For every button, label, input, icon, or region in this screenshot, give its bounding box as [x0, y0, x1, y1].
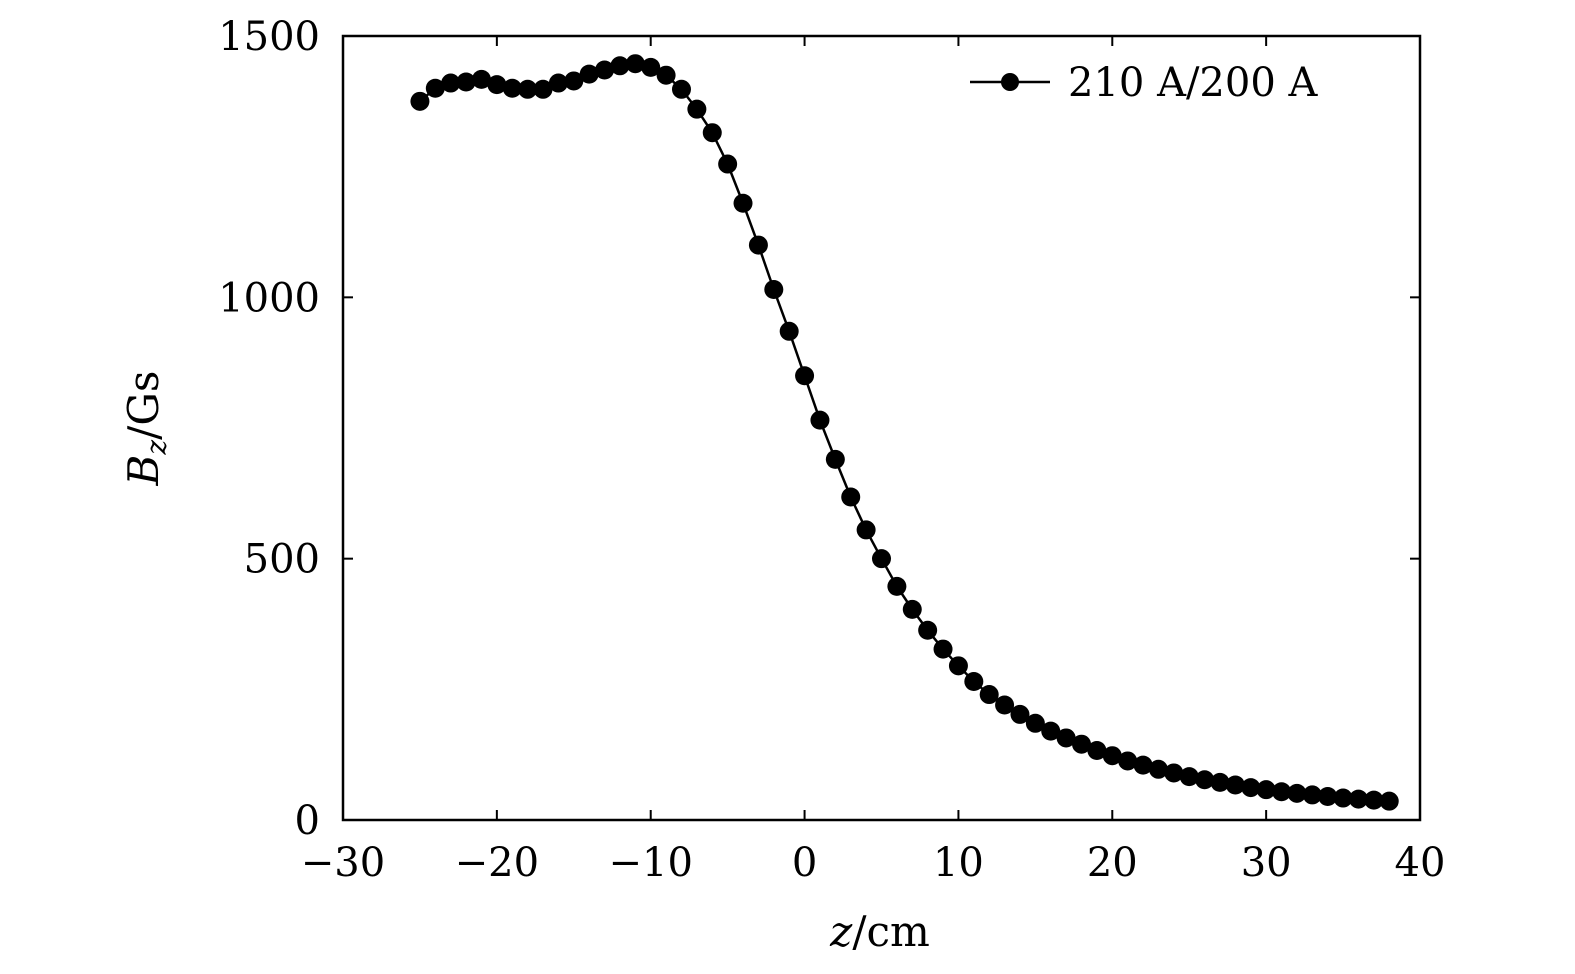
x-axis-label: z/cm [829, 907, 930, 956]
data-point [656, 65, 676, 85]
data-point [1256, 780, 1276, 800]
x-tick-label: 20 [1087, 840, 1138, 886]
data-point [872, 549, 891, 569]
data-point [687, 99, 707, 119]
data-point [1379, 791, 1399, 811]
data-point [825, 449, 845, 469]
x-tick-label: 0 [792, 840, 817, 886]
data-point [1364, 790, 1384, 810]
data-point [564, 71, 584, 91]
data-point [1102, 746, 1122, 766]
data-point [671, 79, 691, 99]
data-point [625, 54, 645, 74]
data-point [610, 56, 630, 76]
data-point [533, 79, 553, 99]
data-point [410, 91, 430, 111]
x-tick-label: 30 [1241, 840, 1292, 886]
data-point [933, 639, 953, 659]
data-point [1118, 751, 1138, 771]
data-point [1225, 775, 1245, 795]
data-point [902, 599, 922, 619]
data-point [595, 60, 615, 80]
data-point [1087, 740, 1107, 760]
data-point [1133, 755, 1153, 775]
data-point [1164, 763, 1184, 783]
data-point [733, 193, 753, 213]
axis-ticks [342, 35, 1421, 821]
data-point [779, 321, 799, 341]
data-point [795, 366, 815, 386]
data-point [441, 73, 461, 93]
data-point [841, 487, 861, 507]
data-point [702, 123, 722, 143]
y-tick-label: 0 [295, 798, 320, 844]
data-point [1318, 786, 1338, 806]
data-point [487, 75, 507, 95]
data-point [887, 576, 907, 596]
data-point [1195, 770, 1215, 790]
x-tick-label: −30 [301, 840, 385, 886]
tick-labels: −30 −20 −10 0 10 20 30 40 0 500 1000 1500 [218, 14, 1445, 886]
data-point [456, 72, 476, 92]
data-point [1010, 704, 1030, 724]
y-tick-label: 1000 [218, 275, 320, 321]
data-point [748, 235, 768, 255]
data-point [764, 279, 784, 299]
data-point [548, 73, 568, 93]
data-point [425, 78, 445, 98]
data-point [518, 79, 538, 99]
data-point [810, 410, 830, 430]
data-point [918, 620, 938, 640]
x-tick-label: 40 [1395, 840, 1446, 886]
data-point [471, 69, 491, 89]
data-point [718, 154, 738, 174]
data-point [1041, 721, 1061, 741]
x-tick-label: 10 [933, 840, 984, 886]
x-tick-label: −10 [609, 840, 693, 886]
data-point [1210, 772, 1230, 792]
data-point [1287, 783, 1307, 803]
data-point [1072, 734, 1092, 754]
data-point [995, 695, 1015, 715]
data-point [948, 656, 968, 676]
data-point [1333, 788, 1353, 808]
legend: 210 A/200 A [970, 60, 1318, 106]
x-tick-label: −20 [455, 840, 539, 886]
data-points [410, 54, 1399, 811]
data-point [979, 685, 999, 705]
legend-marker [1001, 73, 1019, 91]
series-line [419, 62, 1390, 803]
data-point [1272, 782, 1292, 802]
data-point [1348, 789, 1368, 809]
plot-frame [341, 34, 1422, 822]
data-point [1179, 767, 1199, 787]
data-point [1302, 785, 1322, 805]
data-point [1148, 759, 1168, 779]
y-axis-label: Bz/Gs [119, 371, 173, 487]
data-point [1241, 778, 1261, 798]
data-point [1025, 713, 1045, 733]
legend-label: 210 A/200 A [1068, 60, 1318, 106]
data-point [856, 520, 876, 540]
data-point [579, 64, 599, 84]
data-point [641, 57, 661, 77]
data-point [1056, 728, 1076, 748]
y-tick-label: 500 [244, 537, 320, 583]
data-point [964, 671, 984, 691]
y-tick-label: 1500 [218, 14, 320, 60]
data-point [502, 78, 522, 98]
